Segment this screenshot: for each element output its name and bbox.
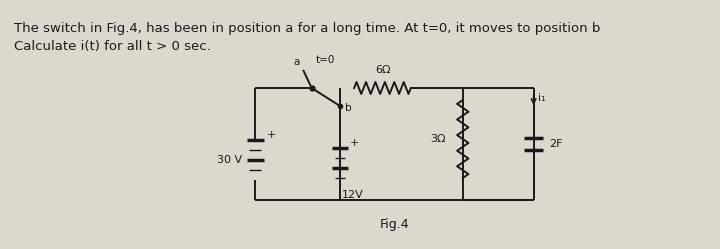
Text: a: a bbox=[293, 57, 300, 67]
Text: 30 V: 30 V bbox=[217, 155, 242, 165]
Text: +: + bbox=[266, 130, 276, 140]
Text: Fig.4: Fig.4 bbox=[379, 218, 409, 231]
Text: 3Ω: 3Ω bbox=[431, 134, 446, 144]
Text: t=0: t=0 bbox=[315, 55, 335, 65]
Text: Calculate i(t) for all t > 0 sec.: Calculate i(t) for all t > 0 sec. bbox=[14, 40, 211, 53]
Text: 6Ω: 6Ω bbox=[374, 65, 390, 75]
Text: The switch in Fig.4, has been in position a for a long time. At t=0, it moves to: The switch in Fig.4, has been in positio… bbox=[14, 22, 600, 35]
Text: i₁: i₁ bbox=[539, 93, 546, 103]
Text: 2F: 2F bbox=[549, 139, 562, 149]
Text: 12V: 12V bbox=[342, 190, 364, 200]
Text: b: b bbox=[345, 103, 351, 113]
Text: +: + bbox=[349, 138, 359, 148]
